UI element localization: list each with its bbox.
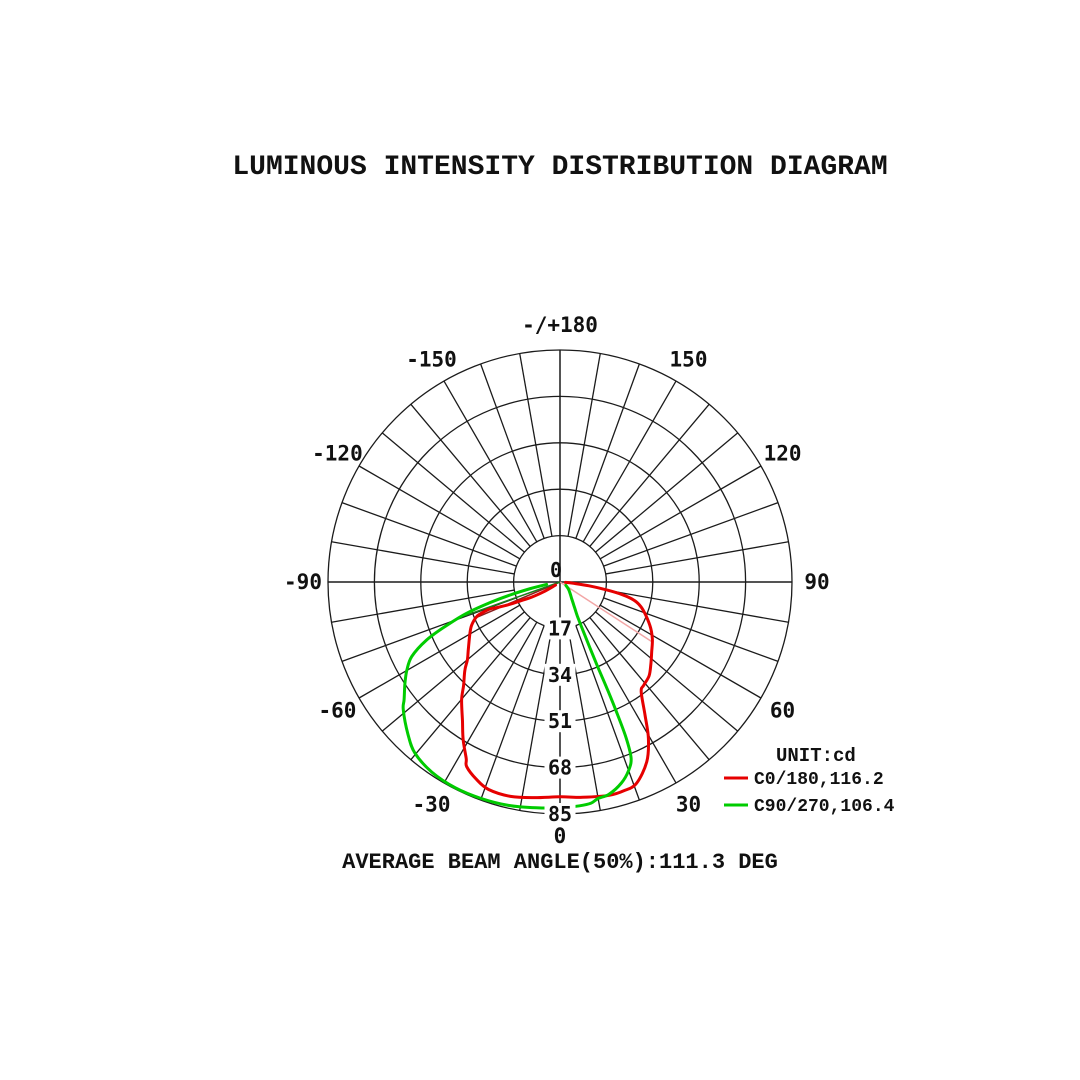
angle-label--60: -60 [318, 699, 356, 723]
angle-label-150: 150 [670, 347, 708, 371]
angle-label--120: -120 [312, 442, 363, 466]
angle-label--+180: -/+180 [522, 313, 598, 337]
angle-label-90: 90 [804, 570, 829, 594]
curve-c0-180 [460, 580, 654, 800]
average-beam-angle-text: AVERAGE BEAM ANGLE(50%):111.3 DEG [342, 850, 778, 875]
angle-label--150: -150 [406, 347, 457, 371]
ring-label-17: 17 [548, 616, 572, 640]
angle-label-30: 30 [676, 793, 701, 817]
center-zero-label: 0 [550, 558, 562, 582]
page-title: LUMINOUS INTENSITY DISTRIBUTION DIAGRAM [232, 152, 887, 183]
angle-label-60: 60 [770, 699, 795, 723]
legend-label-c90-270: C90/270,106.4 [754, 797, 895, 817]
angle-label--30: -30 [413, 793, 451, 817]
ring-label-68: 68 [548, 756, 572, 780]
axis-labels: -/+180 -150 -120 -90 -60 -30 0 30 60 90 120 150 17 34… [284, 313, 830, 848]
angle-label--90: -90 [284, 570, 322, 594]
angle-label-120: 120 [764, 442, 802, 466]
legend-unit-label: UNIT:cd [776, 745, 856, 767]
ring-label-51: 51 [548, 709, 572, 733]
ring-label-85: 85 [548, 802, 572, 826]
angle-label-0: 0 [554, 824, 567, 848]
beam-angle-rays [464, 581, 652, 643]
legend-label-c0-180: C0/180,116.2 [754, 770, 884, 790]
ring-label-34: 34 [548, 663, 572, 687]
legend: UNIT:cd C0/180,116.2 C90/270,106.4 [724, 745, 895, 817]
